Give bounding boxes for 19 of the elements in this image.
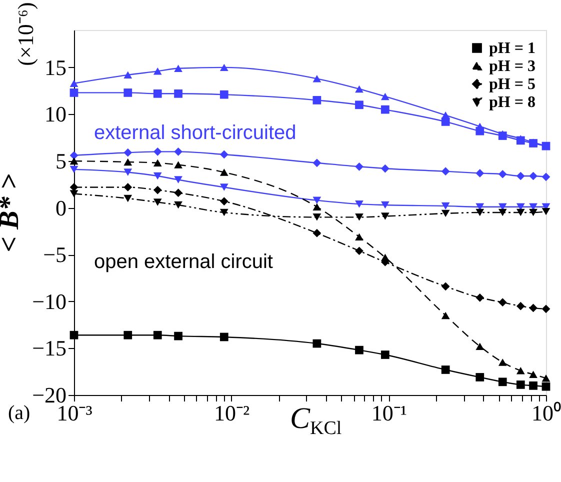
annotation: external short-circuited bbox=[94, 122, 296, 144]
legend-label: pH = 5 bbox=[489, 76, 536, 93]
y-tick-label: −10 bbox=[32, 288, 66, 314]
legend-label: pH = 1 bbox=[489, 40, 536, 57]
annotation: open external circuit bbox=[94, 251, 274, 273]
y-tick-label: 15 bbox=[44, 54, 66, 80]
text: (×10⁻⁶) bbox=[13, 2, 38, 66]
y-tick-label: −5 bbox=[43, 242, 66, 268]
x-tick-label: 10⁰ bbox=[532, 400, 561, 426]
legend-label: pH = 3 bbox=[489, 58, 536, 75]
y-tick-label: 0 bbox=[56, 195, 66, 220]
y-tick-label: −15 bbox=[32, 336, 66, 361]
y-tick-label: −20 bbox=[32, 382, 66, 408]
y-tick-label: 5 bbox=[56, 148, 66, 174]
x-tick-label: 10⁻¹ bbox=[371, 400, 407, 426]
x-tick-label: 10⁻² bbox=[214, 400, 250, 426]
y-tick-label: 10 bbox=[44, 102, 66, 127]
legend-label: pH = 8 bbox=[489, 94, 536, 111]
text: (a) bbox=[8, 402, 30, 424]
